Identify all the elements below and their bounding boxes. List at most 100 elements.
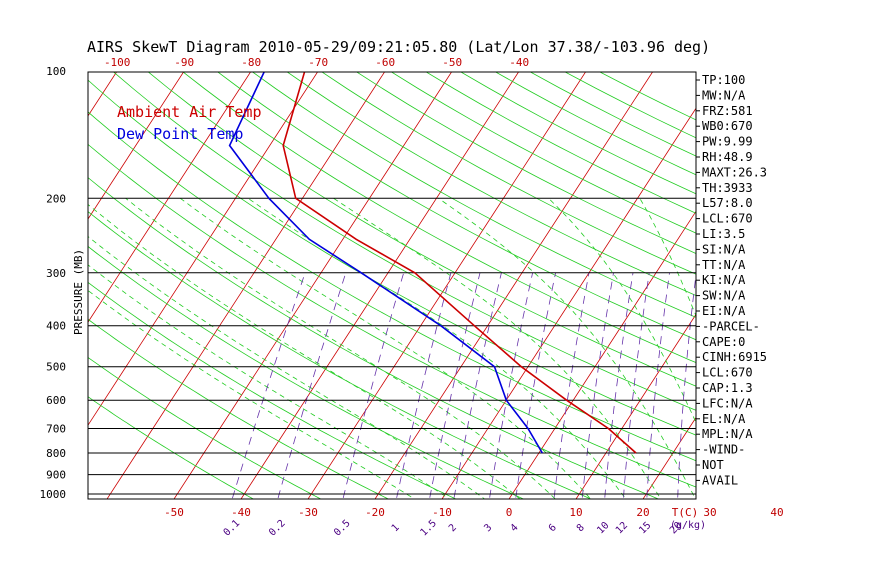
mixing-ratio-tick: 1.5 (418, 518, 439, 539)
mixing-ratio-tick: 15 (637, 520, 653, 536)
dry-adiabat-line (427, 52, 870, 512)
moist-adiabat-line (0, 198, 434, 511)
isotherm-line (233, 52, 532, 512)
index-label: SW:N/A (702, 289, 746, 303)
mixing-ratio-tick: 1 (390, 522, 402, 534)
mixing-ratio-tick: 0.2 (267, 518, 288, 539)
pressure-tick-label: 300 (46, 267, 66, 280)
mixing-ratio-tick: 4 (509, 522, 521, 534)
pressure-tick-label: 900 (46, 469, 66, 482)
index-label: LI:3.5 (702, 227, 745, 241)
dry-adiabat-line (293, 52, 870, 512)
index-label: MW:N/A (702, 88, 746, 102)
bottom-temperature-tick: 20 (636, 506, 649, 519)
top-temperature-tick: -90 (174, 56, 194, 69)
mixing-ratio-line (394, 273, 451, 512)
pressure-tick-label: 600 (46, 394, 66, 407)
index-label: RH:48.9 (702, 150, 753, 164)
index-label: CINH:6915 (702, 350, 767, 364)
isotherm-line (836, 52, 870, 512)
bottom-temperature-tick: 40 (770, 506, 783, 519)
index-label: TH:3933 (702, 181, 753, 195)
index-label: LCL:670 (702, 212, 753, 226)
mixing-ratio-tick: 6 (547, 522, 559, 534)
dry-adiabat-line (158, 52, 870, 512)
index-label: PW:9.99 (702, 135, 753, 149)
bottom-temperature-tick: -20 (365, 506, 385, 519)
index-label: KI:N/A (702, 273, 746, 287)
legend-dew: Dew Point Temp (117, 125, 243, 143)
bottom-temperature-tick: -10 (432, 506, 452, 519)
isotherm-line (769, 52, 870, 512)
index-label: CAPE:0 (702, 335, 745, 349)
dry-adiabat-line (495, 52, 870, 512)
index-label: SI:N/A (702, 242, 746, 256)
mixing-ratio-tick: 8 (575, 522, 587, 534)
temperature-line (283, 71, 636, 453)
top-temperature-tick: -50 (442, 56, 462, 69)
bottom-temperature-tick: 10 (569, 506, 582, 519)
mixing-ratio-tick: 10 (595, 520, 611, 536)
mixing-ratio-line (514, 273, 556, 512)
isotherm-line (0, 52, 63, 512)
pressure-tick-label: 700 (46, 423, 66, 436)
dry-adiabat-line (259, 52, 870, 512)
index-label: EI:N/A (702, 304, 746, 318)
index-label: LFC:N/A (702, 396, 753, 410)
mixing-ratio-line (340, 273, 404, 512)
stability-indices: TP:100MW:N/AFRZ:581WB0:670PW:9.99RH:48.9… (696, 73, 767, 487)
bottom-temperature-tick: -40 (231, 506, 251, 519)
index-label: MPL:N/A (702, 427, 753, 441)
mixing-ratio-tick: 0.5 (332, 518, 353, 539)
mixing-ratio-tick: 12 (614, 520, 630, 536)
dry-adiabat-line (0, 52, 758, 512)
moist-adiabat-line (334, 198, 669, 511)
chart-title: AIRS SkewT Diagram 2010-05-29/09:21:05.8… (87, 38, 710, 56)
top-temperature-tick: -100 (104, 56, 131, 69)
index-label: MAXT:26.3 (702, 165, 767, 179)
dewpoint-line (230, 71, 543, 453)
bottom-temperature-tick: -50 (164, 506, 184, 519)
index-label: FRZ:581 (702, 104, 753, 118)
pressure-tick-label: 1000 (40, 488, 67, 501)
pressure-tick-label: 500 (46, 361, 66, 374)
dry-adiabat-line (0, 52, 620, 512)
moist-adiabat-line (10, 198, 468, 511)
index-label: AVAIL (702, 473, 738, 487)
pressure-tick-label: 100 (46, 65, 66, 78)
x-axis-unit: T(C) (672, 506, 699, 519)
moist-adiabat-line (81, 198, 535, 511)
mixing-ratio-line (228, 273, 305, 512)
mixing-ratio-tick: 2 (447, 522, 459, 534)
index-label: -WIND- (702, 443, 745, 457)
isotherm-line (367, 52, 666, 512)
mixing-ratio-line (604, 273, 633, 512)
mixing-ratio-unit: (g/kg) (670, 520, 706, 531)
top-temperature-tick: -80 (241, 56, 261, 69)
mixing-ratio-line (581, 273, 614, 512)
mixing-ratio-tick: 0.1 (222, 518, 243, 539)
index-label: WB0:670 (702, 119, 753, 133)
pressure-tick-label: 800 (46, 447, 66, 460)
bottom-temperature-tick: 0 (506, 506, 513, 519)
mixing-ratio-tick: 3 (482, 522, 494, 534)
index-label: EL:N/A (702, 412, 746, 426)
mixing-ratio-line (452, 273, 502, 512)
top-temperature-tick: -40 (509, 56, 529, 69)
dry-adiabat-line (528, 52, 870, 512)
index-label: -PARCEL- (702, 319, 760, 333)
index-label: CAP:1.3 (702, 381, 753, 395)
moist-adiabat-line (180, 198, 601, 511)
bottom-temperature-tick: 30 (703, 506, 716, 519)
isotherm-line (501, 52, 800, 512)
pressure-tick-label: 400 (46, 320, 66, 333)
index-label: NOT (702, 458, 724, 472)
top-temperature-tick: -70 (308, 56, 328, 69)
index-label: TT:N/A (702, 258, 746, 272)
top-temperature-tick: -60 (375, 56, 395, 69)
y-axis-label: PRESSURE (MB) (72, 249, 85, 335)
isotherm-line (434, 52, 733, 512)
dry-adiabat-line (192, 52, 870, 512)
